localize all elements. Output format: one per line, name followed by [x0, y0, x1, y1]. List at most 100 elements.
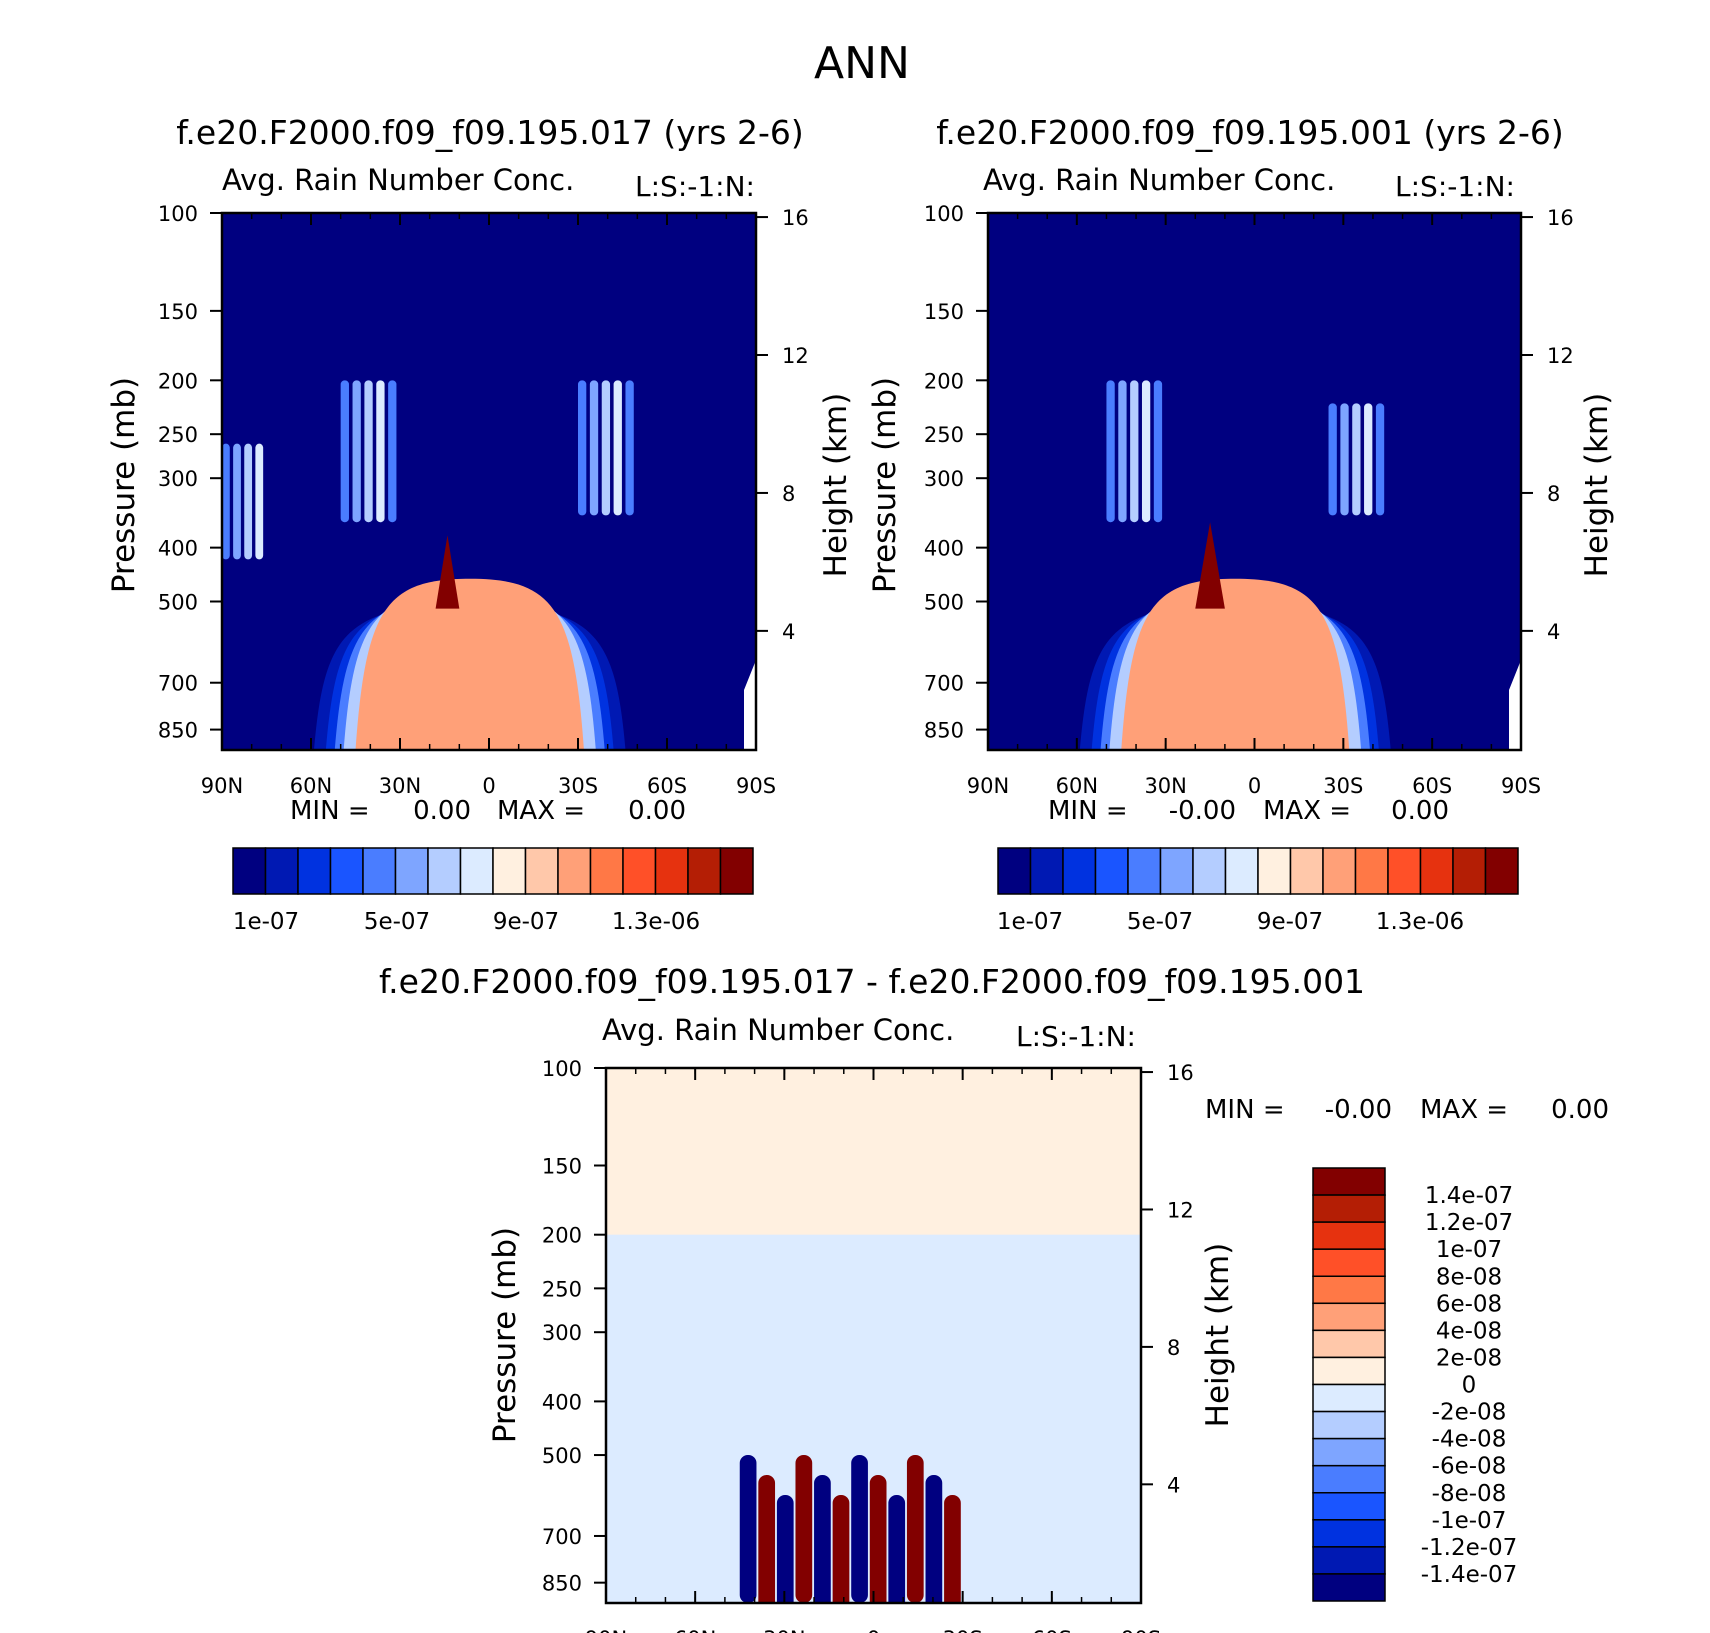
colorbar-label: 5e-07	[1127, 909, 1193, 935]
colorbar-swatch	[1224, 847, 1259, 895]
min-label: MIN =	[290, 796, 370, 826]
colorbar-label: 1e-07	[233, 909, 299, 935]
y-tick-label: 250	[924, 423, 964, 447]
x-tick-label: 30N	[379, 774, 421, 798]
lower-dipole	[851, 1455, 868, 1603]
x-tick-label: 60S	[647, 774, 687, 798]
colorbar-swatch	[1312, 1248, 1386, 1277]
x-tick-label: 30N	[1144, 774, 1186, 798]
colorbar-label: -6e-08	[1432, 1454, 1507, 1480]
colorbar-swatch	[1419, 847, 1454, 895]
upper-band-stripe	[1106, 380, 1115, 523]
upper-band-stripe	[222, 443, 230, 560]
x-tick-label: 30S	[558, 774, 598, 798]
y2-tick-label: 8	[782, 482, 795, 506]
y-tick-label: 250	[542, 1277, 582, 1301]
upper-band-stripe	[1153, 380, 1163, 523]
y-tick-label: 150	[924, 300, 964, 324]
lower-dipole	[888, 1495, 906, 1603]
upper-band-stripe	[352, 380, 361, 523]
colorbar-label: -8e-08	[1432, 1481, 1507, 1507]
colorbar-swatch	[1312, 1519, 1386, 1548]
colorbar-swatch	[1322, 847, 1357, 895]
colorbar-swatch	[1312, 1167, 1386, 1196]
colorbar-swatch	[1127, 847, 1162, 895]
colorbar-swatch	[997, 847, 1032, 895]
panel-corner-label: L:S:-1:N:	[635, 170, 755, 203]
y-tick-label: 400	[924, 537, 964, 561]
colorbar-label: 1.3e-06	[612, 909, 700, 935]
x-tick-label: 0	[482, 774, 495, 798]
lower-dipole	[795, 1455, 813, 1603]
colorbar-label: 9e-07	[493, 909, 559, 935]
lower-dipole	[869, 1475, 887, 1603]
panel-1: f.e20.F2000.f09_f09.195.017 (yrs 2-6) Av…	[106, 113, 854, 935]
colorbar-swatch	[1289, 847, 1324, 895]
colorbar-swatch	[687, 847, 722, 895]
y2-tick-label: 12	[1167, 1198, 1194, 1222]
y-tick-label: 700	[924, 672, 964, 696]
page-title: ANN	[814, 38, 910, 89]
y-tick-label: 300	[542, 1321, 582, 1345]
lower-dipole	[758, 1475, 776, 1603]
y-tick-label: 700	[542, 1525, 582, 1549]
max-value: 0.00	[1391, 796, 1449, 826]
y-tick-label: 500	[924, 591, 964, 615]
colorbar-swatch	[1312, 1573, 1386, 1602]
colorbar-label: 2e-08	[1436, 1345, 1502, 1371]
upper-band-stripe	[1340, 403, 1349, 516]
upper-band-stripe	[613, 380, 622, 516]
colorbar-swatch	[459, 847, 494, 895]
y-tick-label: 850	[158, 719, 198, 743]
y2-tick-label: 8	[1167, 1336, 1180, 1360]
y-tick-label: 850	[924, 719, 964, 743]
max-label: MAX =	[497, 796, 585, 826]
upper-band-stripe	[1328, 403, 1337, 516]
lower-dipole	[739, 1455, 757, 1603]
min-value: -0.00	[1169, 796, 1236, 826]
x-tick-label: 90N	[967, 774, 1009, 798]
colorbar-swatch	[427, 847, 462, 895]
upper-band-stripe	[625, 380, 634, 516]
dome-contour	[1121, 578, 1350, 750]
colorbar-swatch	[1312, 1356, 1386, 1386]
panel-corner-label: L:S:-1:N:	[1016, 1020, 1136, 1053]
colorbar-swatch	[1312, 1221, 1386, 1250]
upper-band-stripe	[578, 380, 587, 516]
max-label: MAX =	[1263, 796, 1351, 826]
upper-band-stripe	[1375, 403, 1385, 516]
y2-tick-label: 16	[782, 206, 809, 230]
y2-tick-label: 12	[1547, 344, 1574, 368]
x-tick-label: 90N	[585, 1627, 627, 1633]
colorbar-label: -1e-07	[1432, 1508, 1507, 1534]
upper-band-stripe	[233, 443, 241, 560]
x-tick-label: 60N	[1056, 774, 1098, 798]
colorbar-label: 0	[1462, 1373, 1477, 1399]
colorbar: 1.4e-071.2e-071e-078e-086e-084e-082e-080…	[1312, 1167, 1518, 1602]
colorbar-swatch	[264, 847, 299, 895]
max-label: MAX =	[1420, 1095, 1508, 1125]
x-tick-label: 90S	[736, 774, 776, 798]
y-tick-label: 250	[158, 423, 198, 447]
colorbar-label: 1.2e-07	[1425, 1210, 1513, 1236]
upper-band-stripe	[1130, 380, 1139, 523]
x-tick-label: 0	[1248, 774, 1261, 798]
dome-contour	[355, 578, 584, 750]
colorbar-swatch	[1159, 847, 1194, 895]
y-axis-label: Pressure (mb)	[106, 377, 142, 593]
colorbar-swatch	[1312, 1492, 1386, 1521]
upper-band-stripe	[376, 380, 385, 523]
lower-dipole	[832, 1495, 850, 1603]
upper-band-stripe	[589, 380, 599, 516]
colorbar-swatch	[1312, 1383, 1386, 1413]
colorbar-swatch	[1062, 847, 1097, 895]
panel-subtitle: Avg. Rain Number Conc.	[602, 1013, 954, 1047]
colorbar-label: 9e-07	[1257, 909, 1323, 935]
y-tick-label: 100	[158, 202, 198, 226]
colorbar-swatch	[1452, 847, 1487, 895]
field	[606, 1068, 1141, 1603]
max-value: 0.00	[1551, 1095, 1609, 1125]
colorbar-label: -1.2e-07	[1421, 1535, 1518, 1561]
min-value: 0.00	[413, 796, 471, 826]
